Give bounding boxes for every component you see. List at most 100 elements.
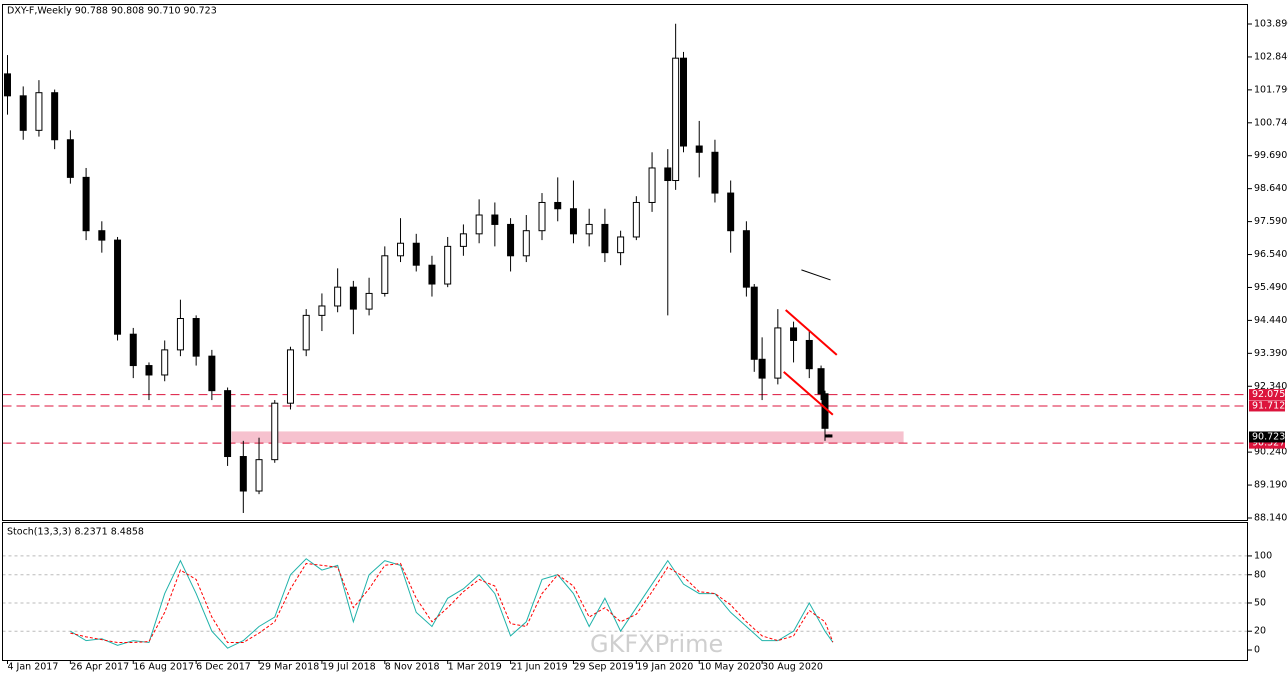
level-label: 90.527 bbox=[1252, 438, 1285, 449]
candle-body bbox=[727, 192, 735, 232]
candle-body bbox=[3, 73, 11, 97]
y-tick-label: 80 bbox=[1254, 569, 1266, 580]
candle-body bbox=[601, 223, 609, 254]
chart-title: DXY-F,Weekly 90.788 90.808 90.710 90.723 bbox=[7, 6, 217, 17]
candle-body bbox=[176, 318, 184, 351]
candle-body bbox=[648, 167, 656, 203]
candle-body bbox=[98, 230, 106, 241]
candle-body bbox=[459, 233, 467, 247]
candle-body bbox=[507, 223, 515, 257]
y-tick-label: 0 bbox=[1254, 645, 1260, 656]
candle-body bbox=[790, 327, 798, 341]
candle-body bbox=[491, 214, 499, 225]
candle-body bbox=[825, 434, 833, 438]
candle-body bbox=[349, 286, 357, 310]
x-tick-label: 30 Aug 2020 bbox=[762, 662, 823, 673]
stochastic-panel bbox=[2, 555, 1248, 649]
y-tick-label: 94.440 bbox=[1254, 315, 1287, 326]
zone bbox=[231, 431, 904, 444]
candle-body bbox=[585, 223, 593, 235]
candle-body bbox=[397, 242, 405, 257]
candle-body bbox=[475, 214, 483, 235]
x-tick-label: 29 Mar 2018 bbox=[259, 662, 319, 673]
y-tick-label: 100 bbox=[1254, 550, 1272, 561]
candle-body bbox=[129, 333, 137, 367]
x-tick-label: 21 Jun 2019 bbox=[511, 662, 568, 673]
candle-body bbox=[66, 139, 74, 178]
candle-body bbox=[538, 201, 546, 232]
watermark: GKFXPrime bbox=[590, 630, 723, 658]
candle-body bbox=[695, 145, 703, 153]
candle-body bbox=[271, 402, 279, 461]
candle-body bbox=[428, 264, 436, 285]
candle-body bbox=[302, 314, 310, 351]
x-tick-label: 10 May 2020 bbox=[699, 662, 761, 673]
last-price-bg bbox=[1249, 431, 1285, 443]
y-tick-label: 96.540 bbox=[1254, 249, 1287, 260]
candle-body bbox=[774, 327, 782, 379]
candle-body bbox=[365, 292, 373, 310]
candle-body bbox=[192, 318, 200, 357]
price-panel bbox=[2, 23, 1248, 513]
y-tick-label: 50 bbox=[1254, 597, 1266, 608]
candle-body bbox=[82, 176, 90, 232]
candle-body bbox=[19, 95, 27, 131]
y-tick-label: 102.840 bbox=[1254, 51, 1288, 62]
candle-body bbox=[522, 230, 530, 257]
y-tick-label: 99.690 bbox=[1254, 150, 1287, 161]
y-tick-label: 88.140 bbox=[1254, 512, 1287, 523]
candle-body bbox=[255, 459, 263, 492]
candle-body bbox=[334, 286, 342, 307]
candle-body bbox=[444, 245, 452, 285]
y-tick-label: 97.590 bbox=[1254, 216, 1287, 227]
y-tick-label: 93.390 bbox=[1254, 348, 1287, 359]
candle-body bbox=[617, 236, 625, 254]
candle-body bbox=[286, 349, 294, 404]
candle-body bbox=[742, 230, 750, 288]
candle-body bbox=[569, 208, 577, 235]
x-tick-label: 8 Nov 2018 bbox=[385, 662, 440, 673]
candle-body bbox=[554, 201, 562, 210]
y-tick-label: 89.190 bbox=[1254, 480, 1287, 491]
candle-body bbox=[817, 368, 825, 395]
candle-body bbox=[381, 255, 389, 294]
candle-body bbox=[664, 167, 672, 182]
candle-body bbox=[632, 201, 640, 238]
candle-body bbox=[805, 339, 813, 370]
y-tick-label: 101.790 bbox=[1254, 84, 1288, 95]
price-frame bbox=[2, 4, 1248, 521]
x-tick-label: 4 Jan 2017 bbox=[7, 662, 58, 673]
x-tick-label: 1 Mar 2019 bbox=[448, 662, 502, 673]
x-tick-label: 19 Jan 2020 bbox=[636, 662, 693, 673]
y-tick-label: 98.640 bbox=[1254, 183, 1287, 194]
candle-body bbox=[208, 355, 216, 392]
x-tick-label: 29 Sep 2019 bbox=[573, 662, 633, 673]
x-tick-label: 6 Dec 2017 bbox=[196, 662, 251, 673]
y-tick-label: 90.240 bbox=[1254, 447, 1287, 458]
candle-body bbox=[412, 242, 420, 266]
level-label: 92.075 bbox=[1252, 389, 1285, 400]
x-tick-label: 26 Apr 2017 bbox=[70, 662, 129, 673]
stoch-frame bbox=[2, 522, 1248, 661]
candle-body bbox=[239, 456, 247, 492]
candle-body bbox=[758, 358, 766, 379]
trend-line bbox=[785, 309, 838, 356]
y-tick-label: 92.340 bbox=[1254, 381, 1287, 392]
level-label-bg bbox=[1249, 437, 1285, 449]
candle-body bbox=[750, 286, 758, 360]
trend-line bbox=[801, 269, 831, 281]
candle-body bbox=[224, 390, 232, 458]
y-tick-label: 20 bbox=[1254, 626, 1266, 637]
level-label: 91.712 bbox=[1252, 400, 1285, 411]
y-tick-label: 103.890 bbox=[1254, 19, 1288, 30]
candle-body bbox=[711, 151, 719, 194]
candle-body bbox=[672, 57, 680, 182]
candle-body bbox=[114, 239, 122, 335]
candle-body bbox=[161, 349, 169, 376]
candle-body bbox=[318, 305, 326, 316]
candle-body bbox=[35, 92, 43, 131]
candle-body bbox=[680, 57, 688, 147]
trend-line bbox=[783, 371, 834, 416]
